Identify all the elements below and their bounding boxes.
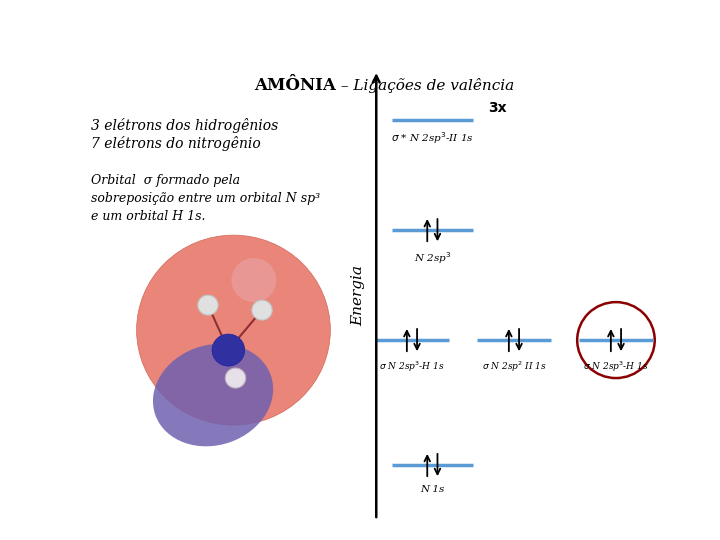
Text: $\sigma$ * N 2sp$^3$-II 1s: $\sigma$ * N 2sp$^3$-II 1s xyxy=(391,130,474,146)
Circle shape xyxy=(212,334,245,366)
Circle shape xyxy=(231,258,276,302)
Text: $\sigma$ N 2sp$^3$-H 1s: $\sigma$ N 2sp$^3$-H 1s xyxy=(583,360,649,374)
Text: Orbital  σ formado pela: Orbital σ formado pela xyxy=(91,174,240,187)
Text: $\sigma$ N 2sp$^3$-H 1s: $\sigma$ N 2sp$^3$-H 1s xyxy=(379,360,445,374)
Text: – Ligações de valência: – Ligações de valência xyxy=(336,78,514,93)
Text: $\sigma$ N 2sp$^2$ II 1s: $\sigma$ N 2sp$^2$ II 1s xyxy=(482,360,546,374)
Text: N 1s: N 1s xyxy=(420,485,444,494)
Text: N 2sp$^3$: N 2sp$^3$ xyxy=(414,250,451,266)
Text: Energia: Energia xyxy=(351,265,365,326)
Text: QFI0341  —  Estrutura e Propriedades de Compostos Orgânicos: QFI0341 — Estrutura e Propriedades de Co… xyxy=(14,185,21,406)
Text: AMÔNIA: AMÔNIA xyxy=(254,77,336,94)
Text: 3x: 3x xyxy=(488,101,507,115)
Text: sobreposição entre um orbital N sp³: sobreposição entre um orbital N sp³ xyxy=(91,192,320,205)
Text: 16: 16 xyxy=(53,519,71,532)
Circle shape xyxy=(137,235,330,425)
Text: e um orbital H 1s.: e um orbital H 1s. xyxy=(91,210,205,222)
Circle shape xyxy=(198,295,218,315)
Circle shape xyxy=(225,368,246,388)
Text: 3 elétrons dos hidrogênios: 3 elétrons dos hidrogênios xyxy=(91,118,278,133)
Ellipse shape xyxy=(153,344,273,447)
Text: Comparação: Comparação xyxy=(264,11,456,39)
Text: 7 elétrons do nitrogênio: 7 elétrons do nitrogênio xyxy=(91,136,261,151)
Circle shape xyxy=(252,300,272,320)
